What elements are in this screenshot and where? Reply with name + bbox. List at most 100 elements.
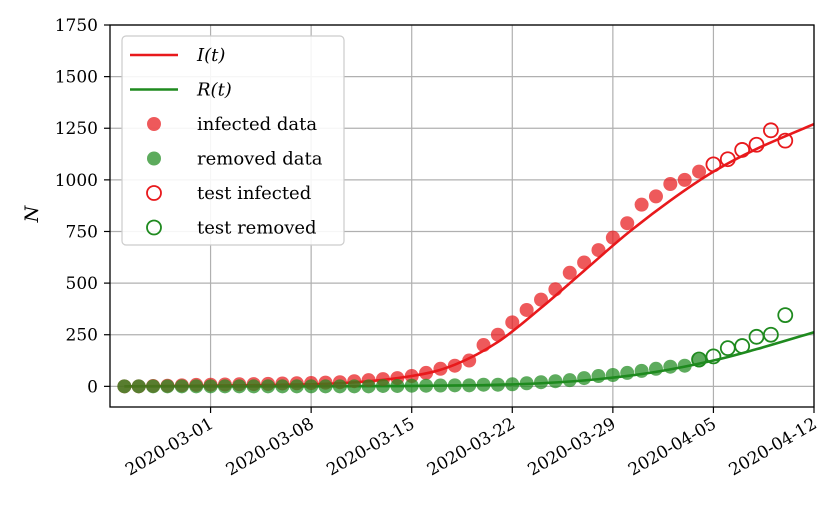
legend-label: I(t) [196,45,225,66]
test-removed-point [691,351,707,368]
legend-marker-swatch [146,219,162,236]
removed-data-point [677,358,692,373]
infected-data-point [620,216,635,231]
test-removed-point [734,338,751,354]
removed-data-point [620,365,635,380]
removed-data-point [318,379,333,394]
test-infected-point [762,122,779,139]
removed-data-point [232,379,247,394]
removed-data-point [505,377,520,392]
infected-data-point [591,243,606,258]
removed-data-point [534,375,549,390]
y-tick-label: 750 [66,222,98,242]
removed-data-point [174,379,189,394]
legend-label: R(t) [196,80,232,101]
legend: I(t) R(t) infected data removed data test in… [121,35,345,246]
removed-data-point [304,379,319,394]
legend-label: test removed [197,218,317,239]
infected-data-point [490,327,505,342]
removed-data-point [462,378,477,393]
removed-data-point [217,379,232,394]
removed-data-point [347,379,362,394]
infected-data-point [433,361,448,376]
legend-marker-swatch [147,151,161,166]
y-tick-label: 1250 [55,119,98,139]
removed-data-point [189,379,204,394]
legend-marker-swatch [147,117,161,131]
infected-data-point [648,189,663,204]
x-tick-label: 2020-03-22 [424,414,519,480]
removed-data-point [390,378,405,393]
x-tick-label: 2020-03-15 [323,414,418,480]
removed-data-point [160,379,175,394]
x-tick-label: 2020-03-01 [122,414,217,480]
removed-data-point [361,379,376,394]
removed-data-point [519,376,534,391]
infected-data-point [462,353,477,368]
test-infected-point [748,136,765,153]
infected-data-point [404,369,419,384]
legend-label: removed data [197,149,323,170]
legend-box [121,35,345,246]
legend-label: test infected [197,183,311,204]
y-tick-label: 500 [66,274,98,294]
removed-data-point [289,379,304,394]
test-removed-point [762,326,779,343]
infected-data-point [419,365,434,380]
infected-data-point [562,265,577,280]
test-infected-point [719,151,736,168]
infected-data-point [605,230,620,245]
removed-data-point [404,378,419,393]
removed-data-point [476,377,491,392]
y-tick-label: 0 [87,377,98,397]
x-tick-label: 2020-03-29 [524,414,619,480]
y-tick-label: 250 [66,326,98,346]
infected-data-point [577,255,592,270]
removed-data-point [663,359,678,374]
data-points [117,122,794,394]
removed-data-point [375,378,390,393]
legend-marker-swatch [146,185,162,201]
infected-data-point [476,338,491,353]
y-axis-label: N [21,204,43,223]
legend-label: infected data [197,114,317,135]
x-tick-label: 2020-04-05 [625,414,720,480]
infected-data-point [505,315,520,330]
removed-data-point [692,353,707,368]
removed-data-point [634,363,649,378]
test-removed-point [777,307,794,324]
removed-data-point [261,379,276,394]
y-tick-label: 1750 [55,16,98,36]
removed-data-point [275,379,290,394]
removed-data-point [591,369,606,384]
infected-data-point [663,176,678,191]
removed-data-point [332,379,347,394]
test-infected-point [734,142,751,158]
removed-data-point [562,373,577,388]
test-infected-point [705,156,722,173]
y-tick-label: 1500 [55,68,98,88]
infected-data-point [634,197,649,212]
plot-frame [109,24,815,408]
removed-data-point [146,379,161,394]
test-removed-point [748,328,765,345]
removed-data-point [246,379,261,394]
x-tick-label: 2020-03-08 [223,414,318,480]
infected-data-point [447,358,462,373]
removed-data-point [648,361,663,376]
removed-data-point [548,374,563,389]
removed-data-point [447,378,462,393]
removed-data-point [605,367,620,382]
removed-data-point [577,371,592,386]
removed-data-point [490,377,505,392]
removed-data-point [433,378,448,393]
infected-data-point [692,164,707,179]
infected-data-point [548,282,563,297]
test-removed-point [719,340,736,357]
infected-data-point [534,292,549,307]
y-tick-label: 1000 [55,171,98,191]
x-tick-label: 2020-04-12 [726,414,821,480]
test-removed-point [705,348,722,365]
removed-data-point [117,379,132,394]
